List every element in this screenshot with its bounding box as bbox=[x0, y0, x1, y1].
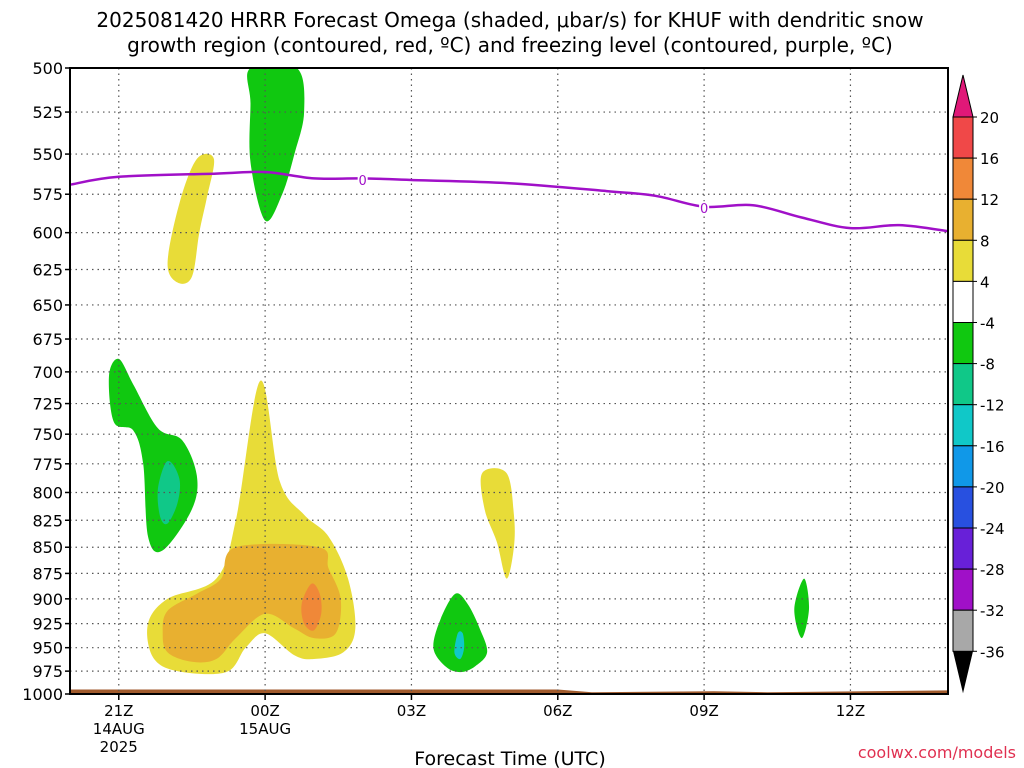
colorbar-box bbox=[952, 322, 974, 365]
colorbar-box bbox=[952, 280, 974, 323]
freezing-level-line bbox=[70, 170, 948, 233]
omega-region bbox=[301, 583, 322, 631]
colorbar-label: -36 bbox=[980, 643, 1005, 661]
credit-text: coolwx.com/models bbox=[858, 743, 1016, 762]
chart-subtitle: growth region (contoured, red, ºC) and f… bbox=[127, 33, 893, 57]
x-tick-label: 03Z bbox=[397, 702, 426, 720]
y-tick-label: 700 bbox=[32, 363, 63, 382]
plot-frame bbox=[69, 67, 949, 695]
colorbar-box bbox=[952, 363, 974, 406]
freezing-level-label: 0 bbox=[700, 202, 708, 217]
freezing-level-label: 0 bbox=[359, 174, 367, 189]
colorbar-label: 16 bbox=[980, 150, 999, 168]
freezing-level-label-bg bbox=[357, 172, 368, 186]
x-tick-label: 00Z bbox=[250, 702, 279, 720]
colorbar-label: 20 bbox=[980, 109, 999, 127]
x-tick-date: 15AUG bbox=[239, 720, 291, 738]
y-tick-label: 825 bbox=[32, 511, 63, 530]
colorbar-top-arrow bbox=[952, 74, 974, 118]
colorbar-box bbox=[952, 198, 974, 241]
colorbar-label: 4 bbox=[980, 273, 990, 291]
colorbar-box bbox=[952, 527, 974, 570]
colorbar-box bbox=[952, 116, 974, 159]
y-tick-label: 775 bbox=[32, 455, 63, 474]
y-tick-label: 850 bbox=[32, 538, 63, 557]
colorbar-label: 8 bbox=[980, 232, 990, 250]
surface-band bbox=[70, 689, 948, 694]
y-tick-label: 875 bbox=[32, 564, 63, 583]
colorbar-label: -32 bbox=[980, 602, 1005, 620]
y-tick-label: 750 bbox=[32, 425, 63, 444]
omega-region bbox=[454, 631, 465, 660]
colorbar-label: -8 bbox=[980, 356, 995, 374]
x-tick-label: 21Z bbox=[104, 702, 133, 720]
y-tick-label: 525 bbox=[32, 103, 63, 122]
omega-region bbox=[247, 68, 305, 222]
y-axis: 500 525 550 575 600 625 650 675 700 725 750 775 800 8… bbox=[22, 59, 70, 704]
omega-region bbox=[108, 358, 198, 553]
y-tick-label: 500 bbox=[32, 59, 63, 78]
y-tick-label: 950 bbox=[32, 639, 63, 658]
y-tick-label: 1000 bbox=[22, 685, 63, 704]
y-tick-label: 925 bbox=[32, 615, 63, 634]
colorbar-bottom-arrow bbox=[953, 651, 973, 694]
omega-shading bbox=[70, 68, 948, 694]
colorbar-box bbox=[952, 239, 974, 282]
colorbar-box bbox=[952, 609, 974, 652]
x-axis-label: Forecast Time (UTC) bbox=[414, 748, 605, 768]
y-tick-label: 975 bbox=[32, 662, 63, 681]
colorbar-label: -24 bbox=[980, 520, 1005, 538]
y-tick-label: 600 bbox=[32, 224, 63, 243]
grid-lines bbox=[70, 68, 948, 694]
omega-region bbox=[157, 461, 181, 525]
colorbar-box bbox=[952, 445, 974, 488]
y-tick-label: 575 bbox=[32, 185, 63, 204]
freezing-level-label-bg bbox=[699, 201, 710, 215]
omega-region bbox=[167, 153, 215, 284]
x-tick-label: 09Z bbox=[689, 702, 718, 720]
colorbar-box bbox=[952, 568, 974, 611]
colorbar-label: -16 bbox=[980, 438, 1005, 456]
omega-region bbox=[480, 468, 515, 579]
colorbar-label: -28 bbox=[980, 561, 1005, 579]
y-tick-label: 725 bbox=[32, 395, 63, 414]
y-tick-label: 800 bbox=[32, 483, 63, 502]
chart-title: 2025081420 HRRR Forecast Omega (shaded, … bbox=[96, 8, 923, 32]
colorbar-label: -12 bbox=[980, 397, 1005, 415]
omega-region bbox=[794, 578, 810, 639]
x-tick-label: 12Z bbox=[836, 702, 865, 720]
y-tick-label: 900 bbox=[32, 590, 63, 609]
y-tick-label: 625 bbox=[32, 261, 63, 280]
colorbar-box bbox=[952, 157, 974, 200]
colorbar-label: 12 bbox=[980, 191, 999, 209]
x-tick-year: 2025 bbox=[100, 738, 138, 756]
y-tick-label: 650 bbox=[32, 296, 63, 315]
x-tick-date: 14AUG bbox=[93, 720, 145, 738]
colorbar-box bbox=[952, 486, 974, 529]
x-tick-label: 06Z bbox=[543, 702, 572, 720]
colorbar-label: -4 bbox=[980, 315, 995, 333]
colorbar-box bbox=[952, 404, 974, 447]
colorbar-label: -20 bbox=[980, 479, 1005, 497]
y-tick-label: 675 bbox=[32, 330, 63, 349]
y-tick-label: 550 bbox=[32, 145, 63, 164]
colorbar: 20 16 12 8 4 -4 -8 -12 -16 -20 -24 -28 -32 -36 bbox=[952, 74, 1005, 694]
freezing-level-contour: 00 bbox=[70, 170, 948, 233]
